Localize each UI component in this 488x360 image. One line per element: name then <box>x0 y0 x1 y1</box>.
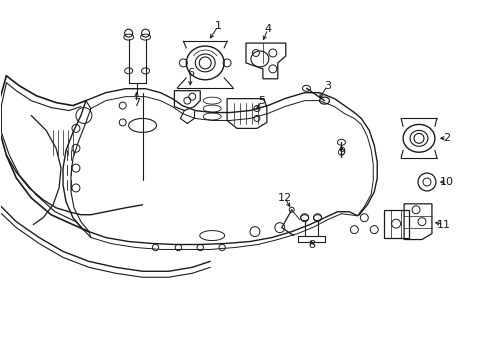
Text: 3: 3 <box>324 81 330 91</box>
Text: 11: 11 <box>436 220 450 230</box>
Text: 9: 9 <box>337 147 345 157</box>
Text: 1: 1 <box>214 21 221 31</box>
Text: 10: 10 <box>439 177 453 187</box>
Text: 7: 7 <box>133 98 140 108</box>
Text: 5: 5 <box>258 96 265 105</box>
Text: 6: 6 <box>186 68 193 78</box>
Text: 8: 8 <box>307 240 315 251</box>
Text: 4: 4 <box>264 24 271 34</box>
Text: 12: 12 <box>277 193 291 203</box>
Text: 2: 2 <box>443 133 449 143</box>
